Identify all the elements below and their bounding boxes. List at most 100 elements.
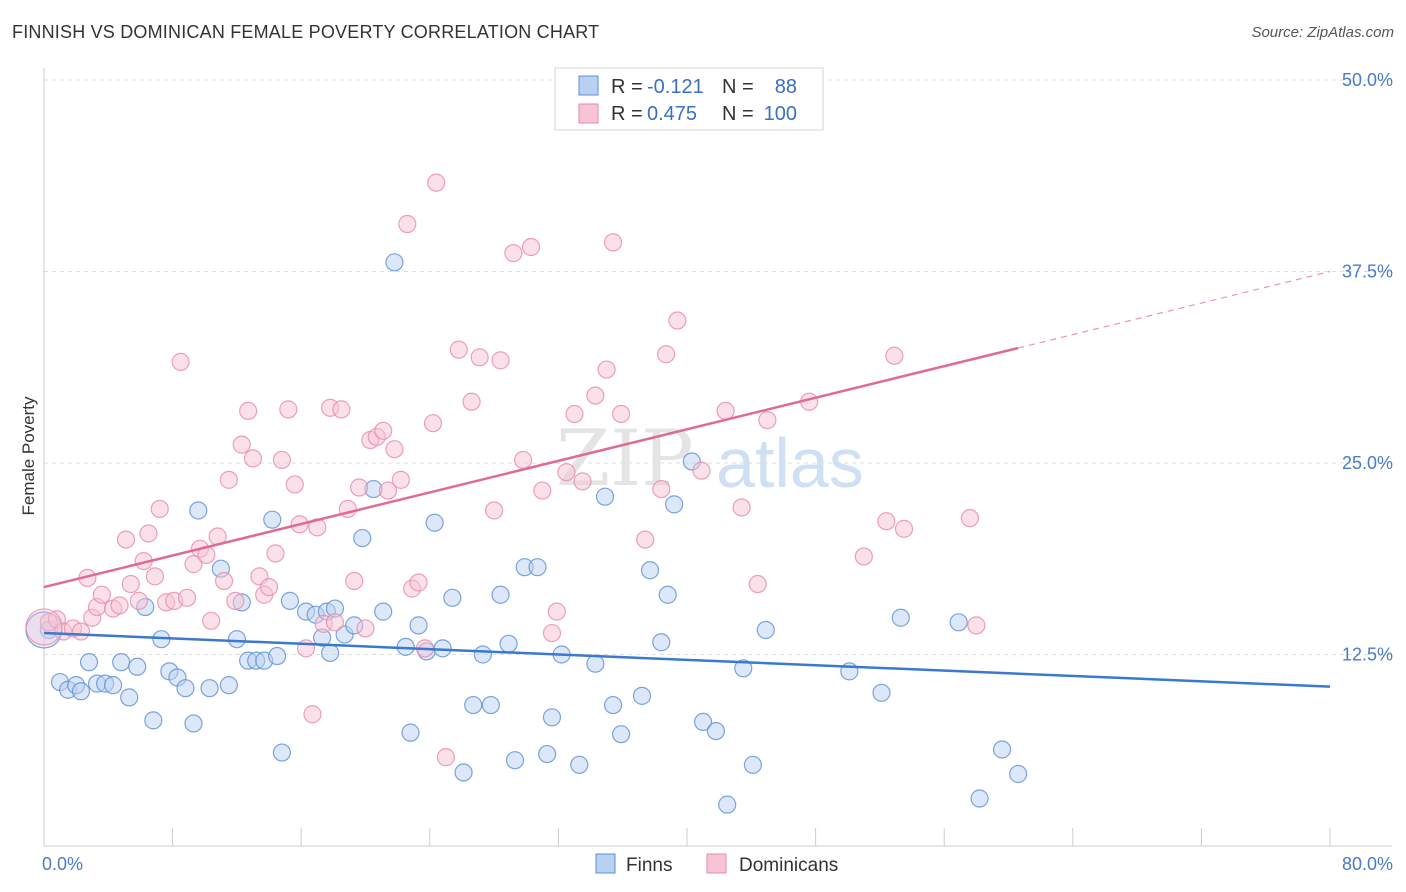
finns-point <box>219 676 238 695</box>
dominicans-points <box>25 173 986 767</box>
finns-trend-line <box>43 631 1331 688</box>
y-axis-title: Female Poverty <box>19 396 38 516</box>
finns-point <box>505 751 525 770</box>
finns-point <box>499 634 518 653</box>
finns-point <box>374 602 393 621</box>
finns-point <box>71 682 91 701</box>
dominicans-point <box>427 173 446 192</box>
finns-point <box>200 679 219 698</box>
finns-point <box>263 510 282 529</box>
finns-point <box>570 755 589 774</box>
dominicans-point <box>139 524 158 543</box>
chart-title: FINNISH VS DOMINICAN FEMALE POVERTY CORR… <box>12 22 600 42</box>
finns-point <box>542 708 562 727</box>
legend-swatch-finns <box>578 75 599 96</box>
finns-point <box>693 712 713 732</box>
dominicans-point <box>303 705 322 724</box>
finns-point <box>176 679 195 698</box>
legend-swatch-dominicans <box>578 103 599 124</box>
dominicans-point <box>636 530 655 549</box>
finns-point <box>464 695 483 715</box>
dominicans-point <box>374 421 393 440</box>
dominicans-point <box>758 411 777 430</box>
finns-point <box>425 513 444 532</box>
dominicans-point <box>171 352 190 371</box>
dominicans-point <box>272 450 292 470</box>
legend-r-value-finns: -0.121 <box>647 76 704 98</box>
dominicans-point <box>226 591 245 610</box>
dominicans-point <box>692 461 711 480</box>
finns-point <box>595 487 615 506</box>
dominicans-point <box>573 472 592 491</box>
finns-points <box>25 253 1028 814</box>
finns-point <box>272 743 292 762</box>
dominicans-point <box>491 351 510 370</box>
dominicans-point <box>586 386 605 405</box>
finns-point <box>79 653 99 672</box>
dominicans-point <box>513 450 533 470</box>
watermark-atlas: atlas <box>716 424 864 502</box>
finns-point <box>227 630 246 649</box>
dominicans-point <box>121 574 140 594</box>
finns-point <box>481 695 500 715</box>
dominicans-point <box>279 400 298 419</box>
dominicans-point <box>521 237 541 257</box>
legend-r-value-dominicans: 0.475 <box>647 103 697 125</box>
dominicans-point <box>150 499 169 519</box>
dominicans-point <box>259 577 279 597</box>
dominicans-point <box>611 404 631 424</box>
finns-point <box>184 714 203 733</box>
dominicans-point <box>565 404 584 424</box>
finns-point <box>409 616 428 635</box>
finns-point <box>586 654 605 673</box>
grid-layer <box>44 79 1392 655</box>
dominicans-point <box>129 591 148 610</box>
dominicans-point <box>542 623 562 643</box>
dominicans-point <box>349 478 369 497</box>
dominicans-point <box>391 470 410 489</box>
finns-point <box>665 495 684 514</box>
bottom-legend-swatch-finns <box>595 853 616 874</box>
dominicans-point <box>145 567 165 586</box>
series-legend: Finns Dominicans <box>595 853 838 876</box>
dominicans-point <box>668 311 687 330</box>
dominicans-point <box>423 414 443 433</box>
bottom-legend-label-dominicans: Dominicans <box>739 855 838 876</box>
finns-point <box>970 789 989 808</box>
dominicans-point <box>214 571 234 591</box>
dominicans-point <box>716 401 735 421</box>
legend-n-value-dominicans: 100 <box>764 103 797 125</box>
dominicans-point <box>732 498 751 517</box>
axes-layer <box>43 68 1392 847</box>
finns-point <box>658 585 677 604</box>
dominicans-point <box>894 519 914 538</box>
bottom-legend-swatch-dominicans <box>706 853 727 874</box>
dominicans-point <box>92 585 111 604</box>
y-tick-label-0: 12.5% <box>1342 645 1393 665</box>
dominicans-point <box>597 360 616 379</box>
finns-point <box>189 501 208 520</box>
legend-r-label-dominicans: R = <box>611 103 643 125</box>
dominicans-point <box>202 611 221 630</box>
finns-point <box>538 744 557 764</box>
watermark: ZIP atlas <box>556 414 864 504</box>
dominicans-point <box>177 588 197 607</box>
y-tick-label-3: 50.0% <box>1342 70 1393 90</box>
finns-point <box>353 528 372 548</box>
dominicans-point <box>232 435 251 454</box>
finns-point <box>144 711 163 730</box>
dominicans-point <box>885 346 904 365</box>
dominicans-point <box>657 345 676 364</box>
finns-point <box>949 613 968 632</box>
dominicans-point <box>462 392 481 411</box>
dominicans-point <box>184 555 203 574</box>
x-tick-labels: 0.0% 80.0% <box>42 854 1393 874</box>
dominicans-trend-extension <box>1018 270 1331 349</box>
finns-point <box>473 645 492 664</box>
trend-lines <box>43 270 1331 688</box>
finns-point <box>872 683 891 702</box>
finns-point <box>280 591 300 610</box>
finns-point <box>611 725 631 744</box>
dominicans-point <box>325 613 345 632</box>
